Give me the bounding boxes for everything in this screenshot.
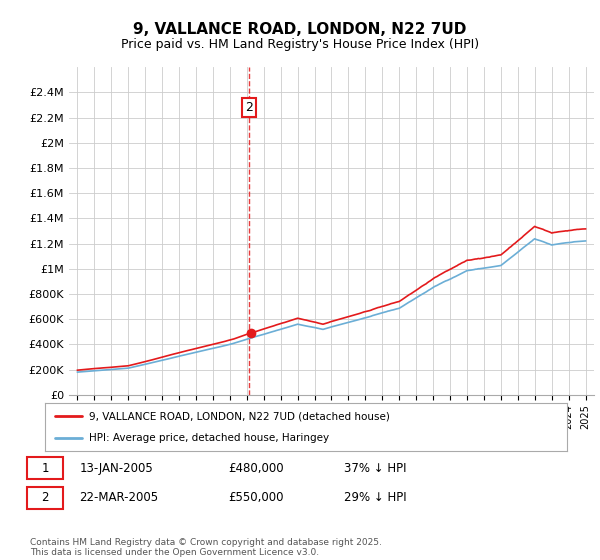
Text: Contains HM Land Registry data © Crown copyright and database right 2025.
This d: Contains HM Land Registry data © Crown c… [30,538,382,557]
Text: 37% ↓ HPI: 37% ↓ HPI [344,462,407,475]
Text: 1: 1 [41,462,49,475]
Text: 22-MAR-2005: 22-MAR-2005 [79,491,158,504]
Text: £550,000: £550,000 [228,491,284,504]
Text: 9, VALLANCE ROAD, LONDON, N22 7UD (detached house): 9, VALLANCE ROAD, LONDON, N22 7UD (detac… [89,411,390,421]
FancyBboxPatch shape [27,457,62,479]
Text: Price paid vs. HM Land Registry's House Price Index (HPI): Price paid vs. HM Land Registry's House … [121,38,479,50]
Text: 13-JAN-2005: 13-JAN-2005 [79,462,153,475]
Text: HPI: Average price, detached house, Haringey: HPI: Average price, detached house, Hari… [89,433,329,443]
Text: 9, VALLANCE ROAD, LONDON, N22 7UD: 9, VALLANCE ROAD, LONDON, N22 7UD [133,22,467,38]
FancyBboxPatch shape [27,487,62,509]
Text: 2: 2 [41,491,49,504]
Text: £480,000: £480,000 [228,462,284,475]
Text: 29% ↓ HPI: 29% ↓ HPI [344,491,407,504]
Text: 2: 2 [245,101,253,114]
